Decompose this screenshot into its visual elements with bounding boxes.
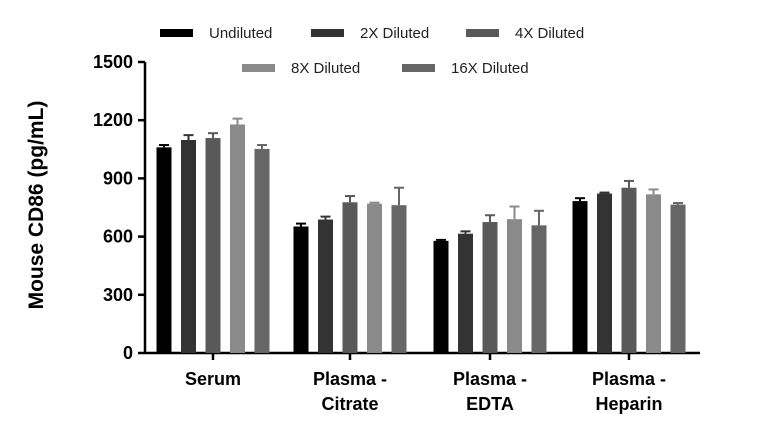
- bar: [482, 222, 498, 353]
- bar: [531, 225, 547, 353]
- x-tick-label: Serum: [185, 369, 241, 389]
- bar: [507, 219, 522, 353]
- y-axis: 0 300 600 900 1200 1500: [93, 52, 147, 363]
- y-tick-label: 300: [103, 285, 133, 305]
- bar: [597, 193, 612, 353]
- x-tick-label: Plasma -: [453, 369, 527, 389]
- y-tick-label: 600: [103, 227, 133, 247]
- legend-label: 16X Diluted: [451, 60, 529, 77]
- legend: Undiluted 2X Diluted 4X Diluted 8X Diluted 1…: [160, 25, 584, 77]
- y-tick-label: 1200: [93, 110, 133, 130]
- bar: [572, 201, 588, 353]
- legend-swatch: [311, 29, 344, 37]
- y-tick-label: 0: [123, 343, 133, 363]
- bar: [433, 240, 449, 353]
- bar: [342, 202, 358, 353]
- legend-item: 4X Diluted: [466, 25, 584, 42]
- bar: [181, 139, 196, 353]
- x-tick-label: EDTA: [466, 394, 514, 414]
- bar: [254, 148, 270, 353]
- x-tick-label: Heparin: [595, 394, 662, 414]
- legend-swatch: [466, 29, 499, 37]
- legend-item: Undiluted: [160, 25, 272, 42]
- legend-item: 8X Diluted: [242, 60, 360, 77]
- bar: [458, 233, 473, 353]
- x-tick-label: Plasma -: [313, 369, 387, 389]
- bar: [670, 204, 686, 353]
- legend-swatch: [160, 29, 193, 37]
- bar: [646, 194, 661, 353]
- bar: [367, 203, 382, 353]
- bar: [621, 187, 637, 353]
- y-axis-label: Mouse CD86 (pg/mL): [25, 101, 48, 310]
- legend-swatch: [402, 64, 435, 72]
- x-axis: Serum Plasma - Citrate Plasma - EDTA Plasma -…: [145, 351, 700, 414]
- legend-label: Undiluted: [209, 25, 272, 42]
- legend-swatch: [242, 64, 275, 72]
- bar: [293, 226, 309, 353]
- bar: [205, 138, 221, 353]
- legend-item: 2X Diluted: [311, 25, 429, 42]
- y-tick-label: 1500: [93, 52, 133, 72]
- bar: [156, 147, 172, 353]
- y-tick-label: 900: [103, 168, 133, 188]
- x-tick-label: Citrate: [321, 394, 378, 414]
- legend-label: 8X Diluted: [291, 60, 360, 77]
- bar: [230, 124, 245, 353]
- x-tick-label: Plasma -: [592, 369, 666, 389]
- legend-label: 4X Diluted: [515, 25, 584, 42]
- bar: [318, 219, 333, 353]
- legend-label: 2X Diluted: [360, 25, 429, 42]
- legend-item: 16X Diluted: [402, 60, 529, 77]
- bar: [391, 205, 407, 353]
- bars: [156, 117, 686, 353]
